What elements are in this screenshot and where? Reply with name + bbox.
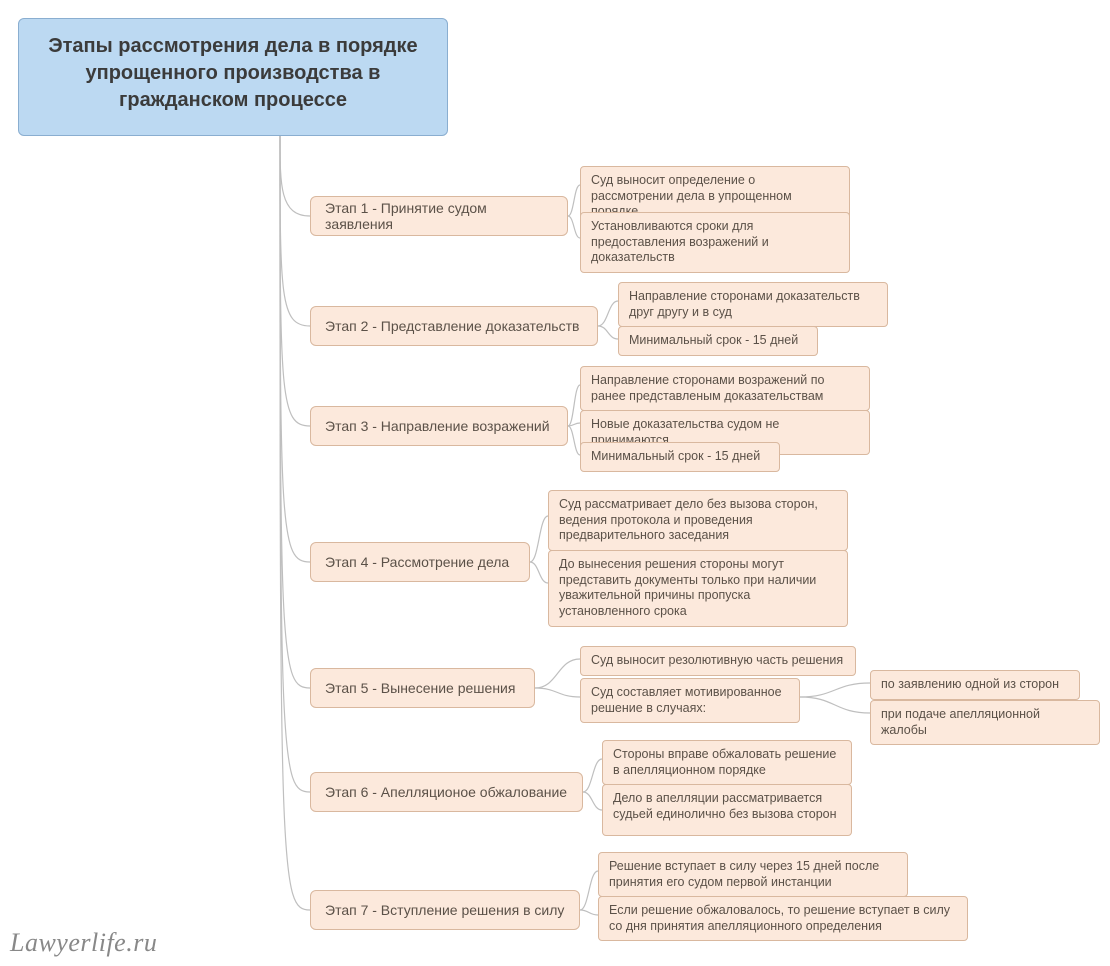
leaf-node: Направление сторонами доказательств друг… — [618, 282, 888, 327]
stage-node: Этап 6 - Апелляционое обжалование — [310, 772, 583, 812]
leaf-node: Суд рассматривает дело без вызова сторон… — [548, 490, 848, 551]
stage-node: Этап 5 - Вынесение решения — [310, 668, 535, 708]
leaf-node: Минимальный срок - 15 дней — [580, 442, 780, 472]
leaf-node: Минимальный срок - 15 дней — [618, 326, 818, 356]
watermark-text: Lawyerlife.ru — [10, 928, 157, 958]
leaf-node: Решение вступает в силу через 15 дней по… — [598, 852, 908, 897]
leaf-node: Установливаются сроки для предоставления… — [580, 212, 850, 273]
leaf-node: Если решение обжаловалось, то решение вс… — [598, 896, 968, 941]
leaf-node: Стороны вправе обжаловать решение в апел… — [602, 740, 852, 785]
stage-node: Этап 1 - Принятие судом заявления — [310, 196, 568, 236]
stage-node: Этап 2 - Представление доказательств — [310, 306, 598, 346]
leaf-node: Дело в апелляции рассматривается судьей … — [602, 784, 852, 836]
leaf-node: До вынесения решения стороны могут предс… — [548, 550, 848, 627]
connectors-layer — [0, 0, 1110, 966]
leaf-node-l3: по заявлению одной из сторон — [870, 670, 1080, 700]
stage-node: Этап 3 - Направление возражений — [310, 406, 568, 446]
leaf-node: Суд составляет мотивированное решение в … — [580, 678, 800, 723]
root-node: Этапы рассмотрения дела в порядке упроще… — [18, 18, 448, 136]
stage-node: Этап 4 - Рассмотрение дела — [310, 542, 530, 582]
leaf-node-l3: при подаче апелляционной жалобы — [870, 700, 1100, 745]
leaf-node: Направление сторонами возражений по ране… — [580, 366, 870, 411]
leaf-node: Суд выносит резолютивную часть решения — [580, 646, 856, 676]
stage-node: Этап 7 - Вступление решения в силу — [310, 890, 580, 930]
